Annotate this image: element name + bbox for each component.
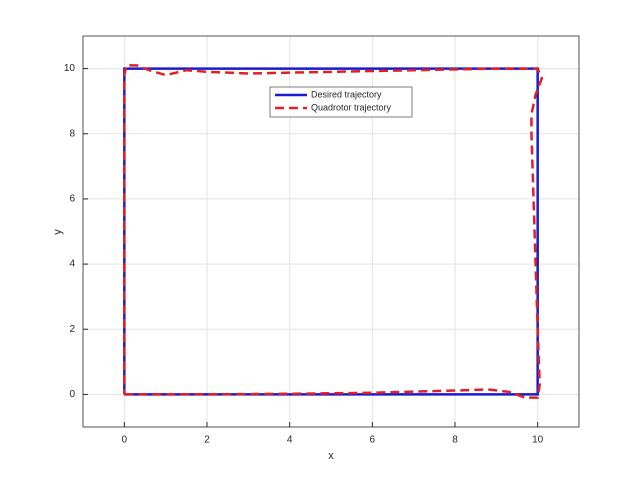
y-tick-label: 6 (69, 194, 75, 205)
x-tick-label: 8 (452, 435, 458, 446)
x-tick-label: 10 (532, 435, 544, 446)
y-axis-label: y (52, 229, 64, 235)
legend-label: Desired trajectory (311, 89, 382, 99)
y-tick-label: 0 (69, 389, 75, 400)
axes-box (82, 35, 580, 428)
y-tick-label: 10 (64, 63, 76, 74)
legend-label: Quadrotor trajectory (311, 102, 392, 112)
x-tick-label: 0 (122, 435, 128, 446)
x-axis-label: x (328, 450, 334, 462)
x-tick-label: 2 (204, 435, 210, 446)
y-tick-label: 4 (69, 259, 75, 270)
x-tick-label: 4 (287, 435, 293, 446)
series-line (123, 64, 544, 399)
legend-box (269, 86, 413, 118)
y-tick-label: 2 (69, 324, 75, 335)
x-tick-label: 6 (370, 435, 376, 446)
y-tick-label: 8 (69, 128, 75, 139)
